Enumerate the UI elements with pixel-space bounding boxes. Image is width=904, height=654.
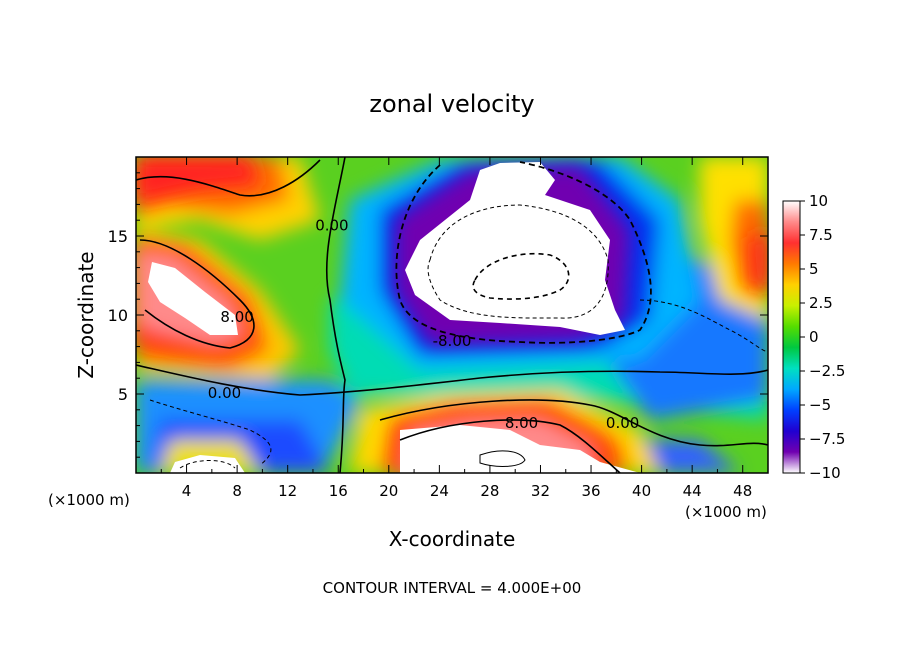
z-axis-ticks: 5 10 15 (108, 172, 768, 458)
x-tick-label: 32 (531, 482, 550, 500)
x-tick-label: 20 (379, 482, 398, 500)
colorbar-tick-label: 7.5 (809, 226, 833, 244)
contour-label: 8.00 (220, 308, 253, 326)
white-left-core (148, 262, 238, 335)
velocity-field: 0.00 8.00 -8.00 0.00 8.00 0.00 (136, 157, 768, 473)
x-tick-label: 40 (632, 482, 651, 500)
colorbar-tick-label: 5 (809, 260, 819, 278)
contour-bottom-left-small (179, 460, 236, 469)
contour-label: 8.00 (505, 414, 538, 432)
white-saturation-regions (148, 162, 640, 473)
contour-label: 0.00 (208, 384, 241, 402)
contour-zero-lower (379, 399, 768, 447)
x-tick-label: 28 (480, 482, 499, 500)
contour-neg-eight (395, 161, 652, 344)
contour-label: 0.00 (315, 217, 348, 235)
contour-zero-vertical (325, 157, 346, 473)
x-tick-label: 4 (182, 482, 192, 500)
colorbar-tick-label: −2.5 (809, 362, 845, 380)
z-tick-label: 10 (108, 306, 128, 325)
z-tick-label: 15 (108, 227, 128, 246)
contour-neg-twelve (472, 252, 570, 300)
white-bottom-left-core (170, 455, 245, 473)
colorbar-tick-label: 0 (809, 328, 819, 346)
x-tick-label: 16 (329, 482, 348, 500)
colorbar-tick-label: 2.5 (809, 294, 833, 312)
colorbar-tick-label: −10 (809, 464, 841, 482)
x-tick-label: 44 (683, 482, 702, 500)
colorbar-tick-label: 10 (809, 192, 828, 210)
contour-eight-left (139, 239, 255, 349)
contour-interval-note: CONTOUR INTERVAL = 4.000E+00 (323, 579, 582, 597)
x-tick-label: 36 (581, 482, 600, 500)
colorbar-tick-label: −5 (809, 396, 831, 414)
z-tick-label: 5 (118, 385, 128, 404)
x-unit-label: (×1000 m) (685, 503, 767, 521)
contour-label: -8.00 (433, 332, 472, 350)
core-right-red (750, 230, 768, 290)
x-axis-title: X-coordinate (389, 527, 516, 551)
contour-lines (136, 157, 768, 473)
contour-zero-mid (136, 364, 768, 396)
colorbar-tick-label: −7.5 (809, 430, 845, 448)
contour-neg-right (639, 299, 768, 353)
contour-label: 0.00 (606, 414, 639, 432)
core-top-left-red (136, 157, 260, 205)
white-bottom-core (400, 425, 640, 473)
chart-title: zonal velocity (369, 90, 534, 118)
contour-zero-top (136, 159, 321, 197)
x-tick-label: 48 (733, 482, 752, 500)
contour-bottom-small (479, 450, 526, 467)
contour-labels: 0.00 8.00 -8.00 0.00 8.00 0.00 (208, 217, 640, 432)
x-axis-ticks: 4 8 12 16 20 24 28 32 36 40 44 48 (160, 157, 752, 500)
x-tick-label: 24 (430, 482, 449, 500)
colorbar: 10 7.5 5 2.5 0 −2.5 −5 −7.5 −10 (782, 192, 845, 482)
z-axis-title: Z-coordinate (74, 251, 98, 378)
x-tick-label: 12 (278, 482, 297, 500)
contour-neg-blue-left (149, 399, 272, 466)
z-unit-label: (×1000 m) (48, 491, 130, 509)
white-neg-core (405, 162, 625, 335)
x-tick-label: 8 (232, 482, 242, 500)
colorbar-ticks: 10 7.5 5 2.5 0 −2.5 −5 −7.5 −10 (800, 192, 845, 482)
band-bottom-right-blue (630, 440, 740, 473)
contour-eight-bottom (399, 419, 621, 473)
colorbar-ramp (782, 200, 801, 474)
contour-neg-four (427, 204, 609, 319)
